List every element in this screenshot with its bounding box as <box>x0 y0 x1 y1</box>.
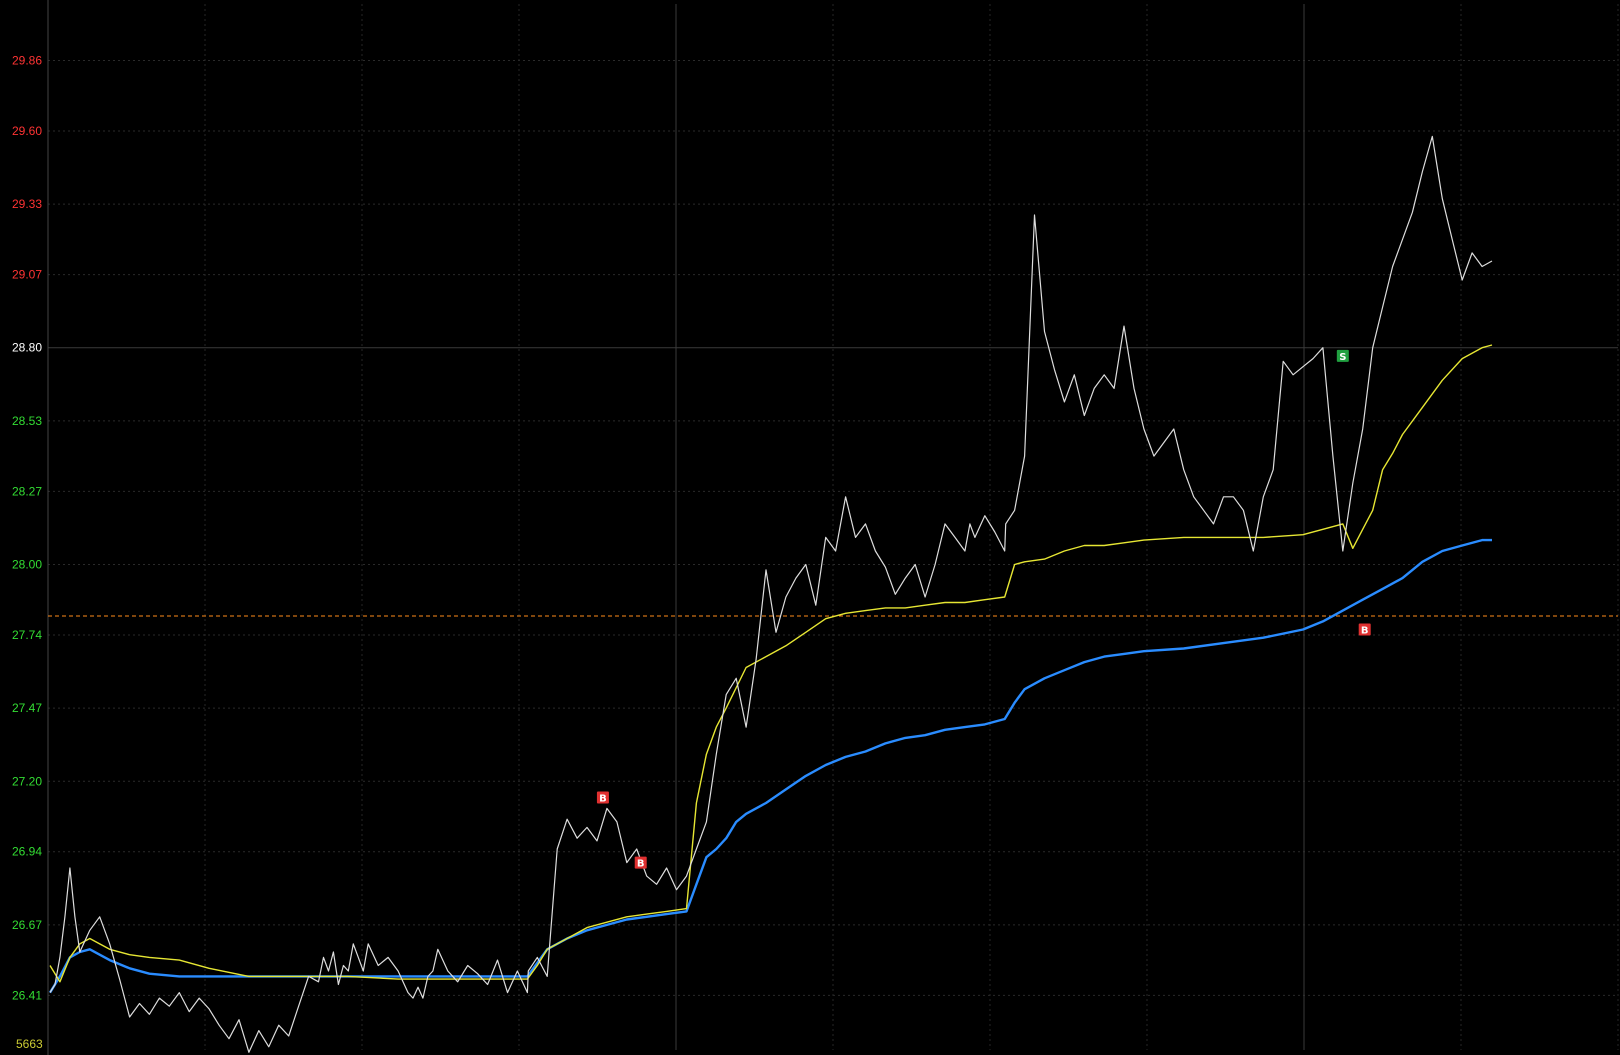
marker-box <box>1358 623 1371 636</box>
buy-marker: B <box>1358 623 1371 637</box>
price-line <box>49 135 1493 1053</box>
marker-label: B <box>637 859 645 870</box>
buy-marker: B <box>596 791 609 805</box>
marker-label: B <box>599 794 607 805</box>
y-tick-label: 26.41 <box>12 988 42 1002</box>
y-tick-label: 27.20 <box>12 774 42 788</box>
avg-price-line <box>49 344 1493 983</box>
sell-marker: S <box>1336 349 1349 363</box>
y-tick-label: 28.80 <box>12 341 42 355</box>
volume-label: 5663 <box>16 1037 43 1051</box>
grid <box>47 0 1619 1055</box>
y-tick-label: 29.07 <box>12 268 42 282</box>
y-tick-label: 28.53 <box>12 414 42 428</box>
series-layer <box>48 135 1493 1053</box>
y-tick-label: 26.67 <box>12 918 42 932</box>
y-tick-label: 29.60 <box>12 124 42 138</box>
marker-box <box>596 791 609 804</box>
cost-line-line <box>48 538 1492 994</box>
y-tick-label: 27.47 <box>12 701 42 715</box>
y-tick-label: 26.94 <box>12 845 42 859</box>
marker-label: S <box>1339 352 1346 363</box>
y-tick-label: 28.27 <box>12 484 42 498</box>
y-tick-label: 29.33 <box>12 197 42 211</box>
marker-box <box>1336 349 1349 362</box>
y-tick-label: 28.00 <box>12 558 42 572</box>
marker-box <box>634 856 647 869</box>
trade-markers: B B S B <box>596 349 1371 870</box>
y-tick-label: 27.74 <box>12 628 42 642</box>
y-tick-label: 29.86 <box>12 54 42 68</box>
buy-marker: B <box>634 856 647 870</box>
y-axis: 30.1329.8629.6029.3329.0728.8028.5328.27… <box>12 54 42 1003</box>
marker-label: B <box>1361 626 1369 637</box>
